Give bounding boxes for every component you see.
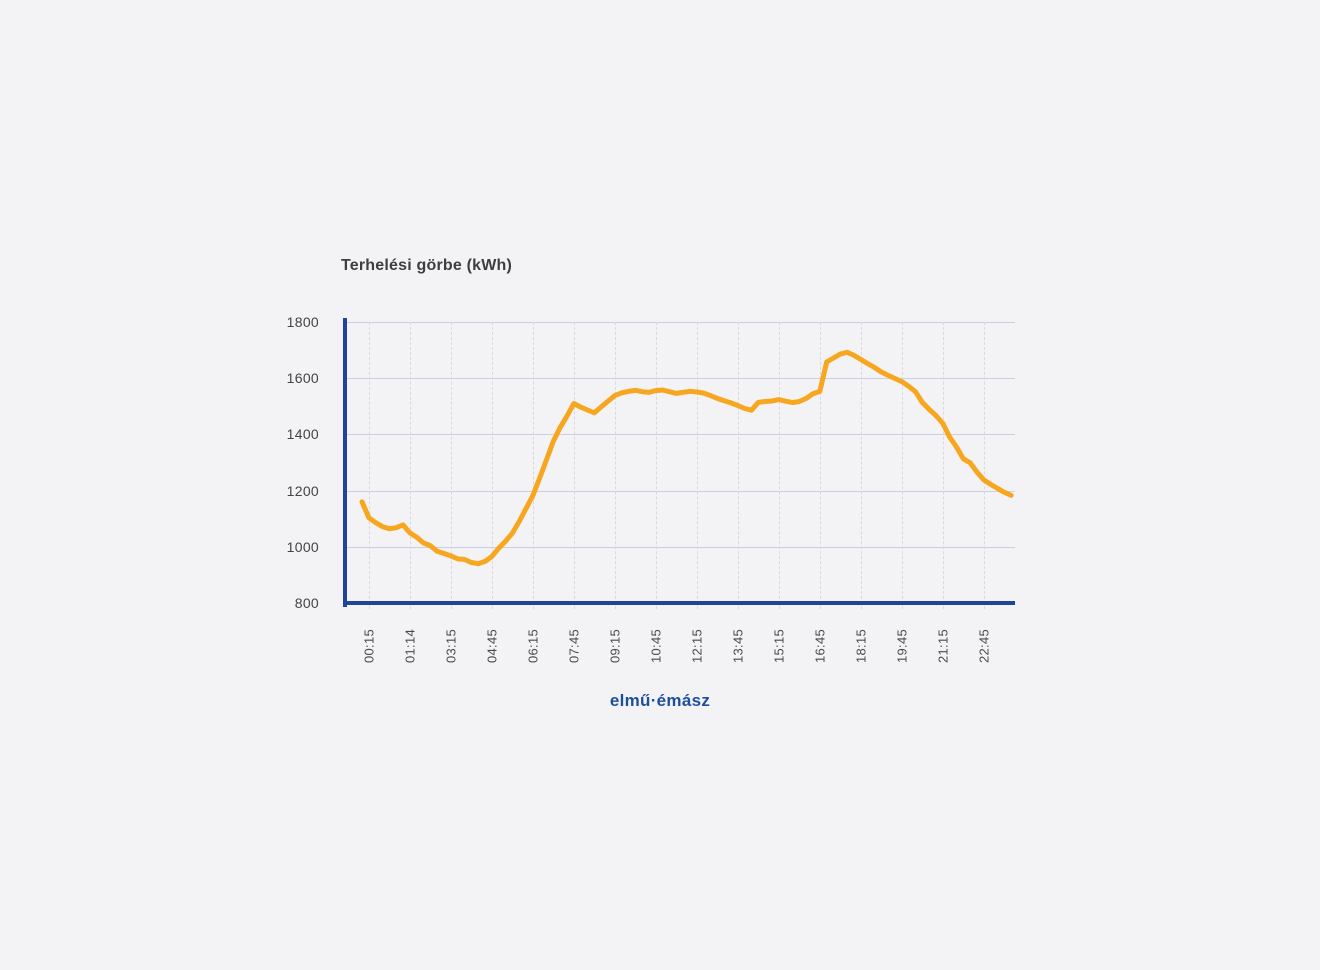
- v-gridline: [778, 322, 780, 609]
- y-axis-line: [343, 318, 347, 607]
- v-gridline: [942, 322, 944, 609]
- v-gridline: [696, 322, 698, 609]
- load-curve-line: [359, 349, 1014, 567]
- x-tick-label: 00:15: [361, 628, 377, 664]
- y-tick-label: 1400: [286, 426, 319, 443]
- v-gridline: [532, 322, 534, 609]
- v-gridline: [983, 322, 985, 609]
- load-curve-svg: [359, 349, 1014, 567]
- x-axis-line: [343, 601, 1015, 605]
- v-gridline: [819, 322, 821, 609]
- v-gridline: [450, 322, 452, 609]
- y-tick-label: 1800: [286, 314, 319, 330]
- x-tick-label: 10:45: [648, 628, 664, 664]
- v-gridline: [860, 322, 862, 609]
- y-axis-labels: 1800 1600 1400 1200 1000 800: [271, 314, 331, 611]
- brand-logo: elmű·émász: [609, 691, 711, 710]
- v-gridline: [409, 322, 411, 609]
- v-gridline: [737, 322, 739, 609]
- y-tick-label: 1000: [286, 538, 319, 555]
- v-gridline: [655, 322, 657, 609]
- v-gridline: [901, 322, 903, 609]
- x-tick-label: 04:45: [484, 628, 500, 664]
- v-gridline: [368, 322, 370, 609]
- v-gridline: [614, 322, 616, 609]
- y-tick-label: 800: [294, 595, 319, 611]
- x-tick-label: 06:15: [525, 628, 541, 664]
- x-tick-label: 09:15: [607, 628, 623, 664]
- x-tick-label: 07:45: [566, 628, 582, 664]
- v-gridline: [491, 322, 493, 609]
- x-tick-label: 16:45: [812, 628, 828, 664]
- x-tick-label: 22:45: [976, 628, 992, 664]
- x-tick-label: 03:15: [443, 628, 459, 664]
- chart-title: Terhelési görbe (kWh): [341, 257, 513, 274]
- h-gridline: [343, 322, 1015, 323]
- h-gridline: [343, 546, 1015, 548]
- v-gridline: [573, 322, 575, 609]
- x-tick-label: 15:15: [771, 628, 787, 664]
- x-tick-label: 19:45: [894, 628, 910, 664]
- y-tick-label: 1200: [286, 482, 319, 499]
- x-tick-label: 13:45: [730, 628, 746, 664]
- x-tick-label: 01:14: [402, 628, 418, 664]
- h-gridline: [343, 490, 1015, 492]
- h-gridline: [343, 434, 1015, 436]
- x-tick-label: 12:15: [689, 628, 705, 664]
- h-gridline: [343, 378, 1015, 380]
- x-tick-label: 21:15: [935, 628, 951, 664]
- x-tick-label: 18:15: [853, 628, 869, 664]
- plot-area: [343, 318, 1015, 609]
- x-axis-labels: 00:15 01:14 03:15 04:45 06:15 07:45 09:15 10:45…: [343, 610, 1015, 690]
- y-tick-label: 1600: [286, 370, 319, 387]
